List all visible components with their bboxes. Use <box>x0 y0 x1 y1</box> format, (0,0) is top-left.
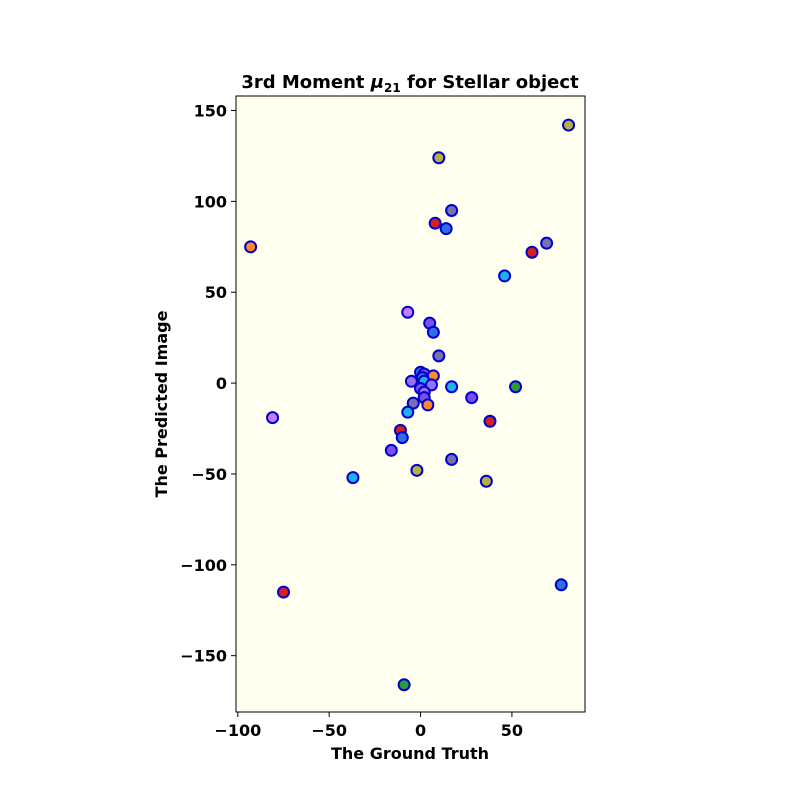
data-point-34 <box>445 452 459 466</box>
y-tick-label-5: 100 <box>194 192 227 211</box>
y-tick-label-3: 0 <box>216 374 227 393</box>
data-point-3 <box>428 216 442 230</box>
data-point-9 <box>401 305 415 319</box>
data-point-38 <box>554 578 568 592</box>
data-point-17 <box>404 374 418 388</box>
data-point-35 <box>410 463 424 477</box>
data-point-4 <box>439 222 453 236</box>
data-point-30 <box>483 414 497 428</box>
data-point-8 <box>498 269 512 283</box>
data-point-12 <box>432 349 446 363</box>
plot-frame <box>235 95 586 713</box>
data-point-39 <box>277 585 291 599</box>
x-tick-label-1: −50 <box>311 721 347 740</box>
data-point-11 <box>426 325 440 339</box>
points-layer <box>244 118 576 692</box>
x-axis-label: The Ground Truth <box>331 744 489 763</box>
data-point-5 <box>244 240 258 254</box>
data-point-6 <box>540 236 554 250</box>
chart-title: 3rd Moment μ21 for Stellar object <box>241 72 579 95</box>
data-point-24 <box>465 391 479 405</box>
y-tick-label-2: −50 <box>191 465 227 484</box>
data-point-2 <box>445 203 459 217</box>
y-axis: −150 −100 −50 0 50 100 150 <box>180 102 236 666</box>
data-point-0 <box>562 118 576 132</box>
data-point-33 <box>384 443 398 457</box>
data-point-23 <box>445 380 459 394</box>
y-tick-label-1: −100 <box>180 556 227 575</box>
x-tick-label-2: 0 <box>415 721 426 740</box>
data-point-7 <box>525 245 539 259</box>
data-point-40 <box>397 678 411 692</box>
x-axis: −100 −50 0 50 <box>214 712 523 740</box>
y-axis-label: The Predicted Image <box>152 310 171 497</box>
x-tick-label-0: −100 <box>214 721 261 740</box>
data-point-28 <box>401 405 415 419</box>
data-point-25 <box>509 380 523 394</box>
data-point-36 <box>346 471 360 485</box>
y-tick-label-0: −150 <box>180 647 227 666</box>
data-point-1 <box>432 151 446 165</box>
data-point-26 <box>406 396 420 410</box>
y-tick-label-6: 150 <box>194 102 227 121</box>
data-point-27 <box>421 398 435 412</box>
data-point-29 <box>266 411 280 425</box>
data-point-37 <box>479 474 493 488</box>
data-point-32 <box>395 431 409 445</box>
y-tick-label-4: 50 <box>205 283 227 302</box>
x-tick-label-3: 50 <box>501 721 523 740</box>
